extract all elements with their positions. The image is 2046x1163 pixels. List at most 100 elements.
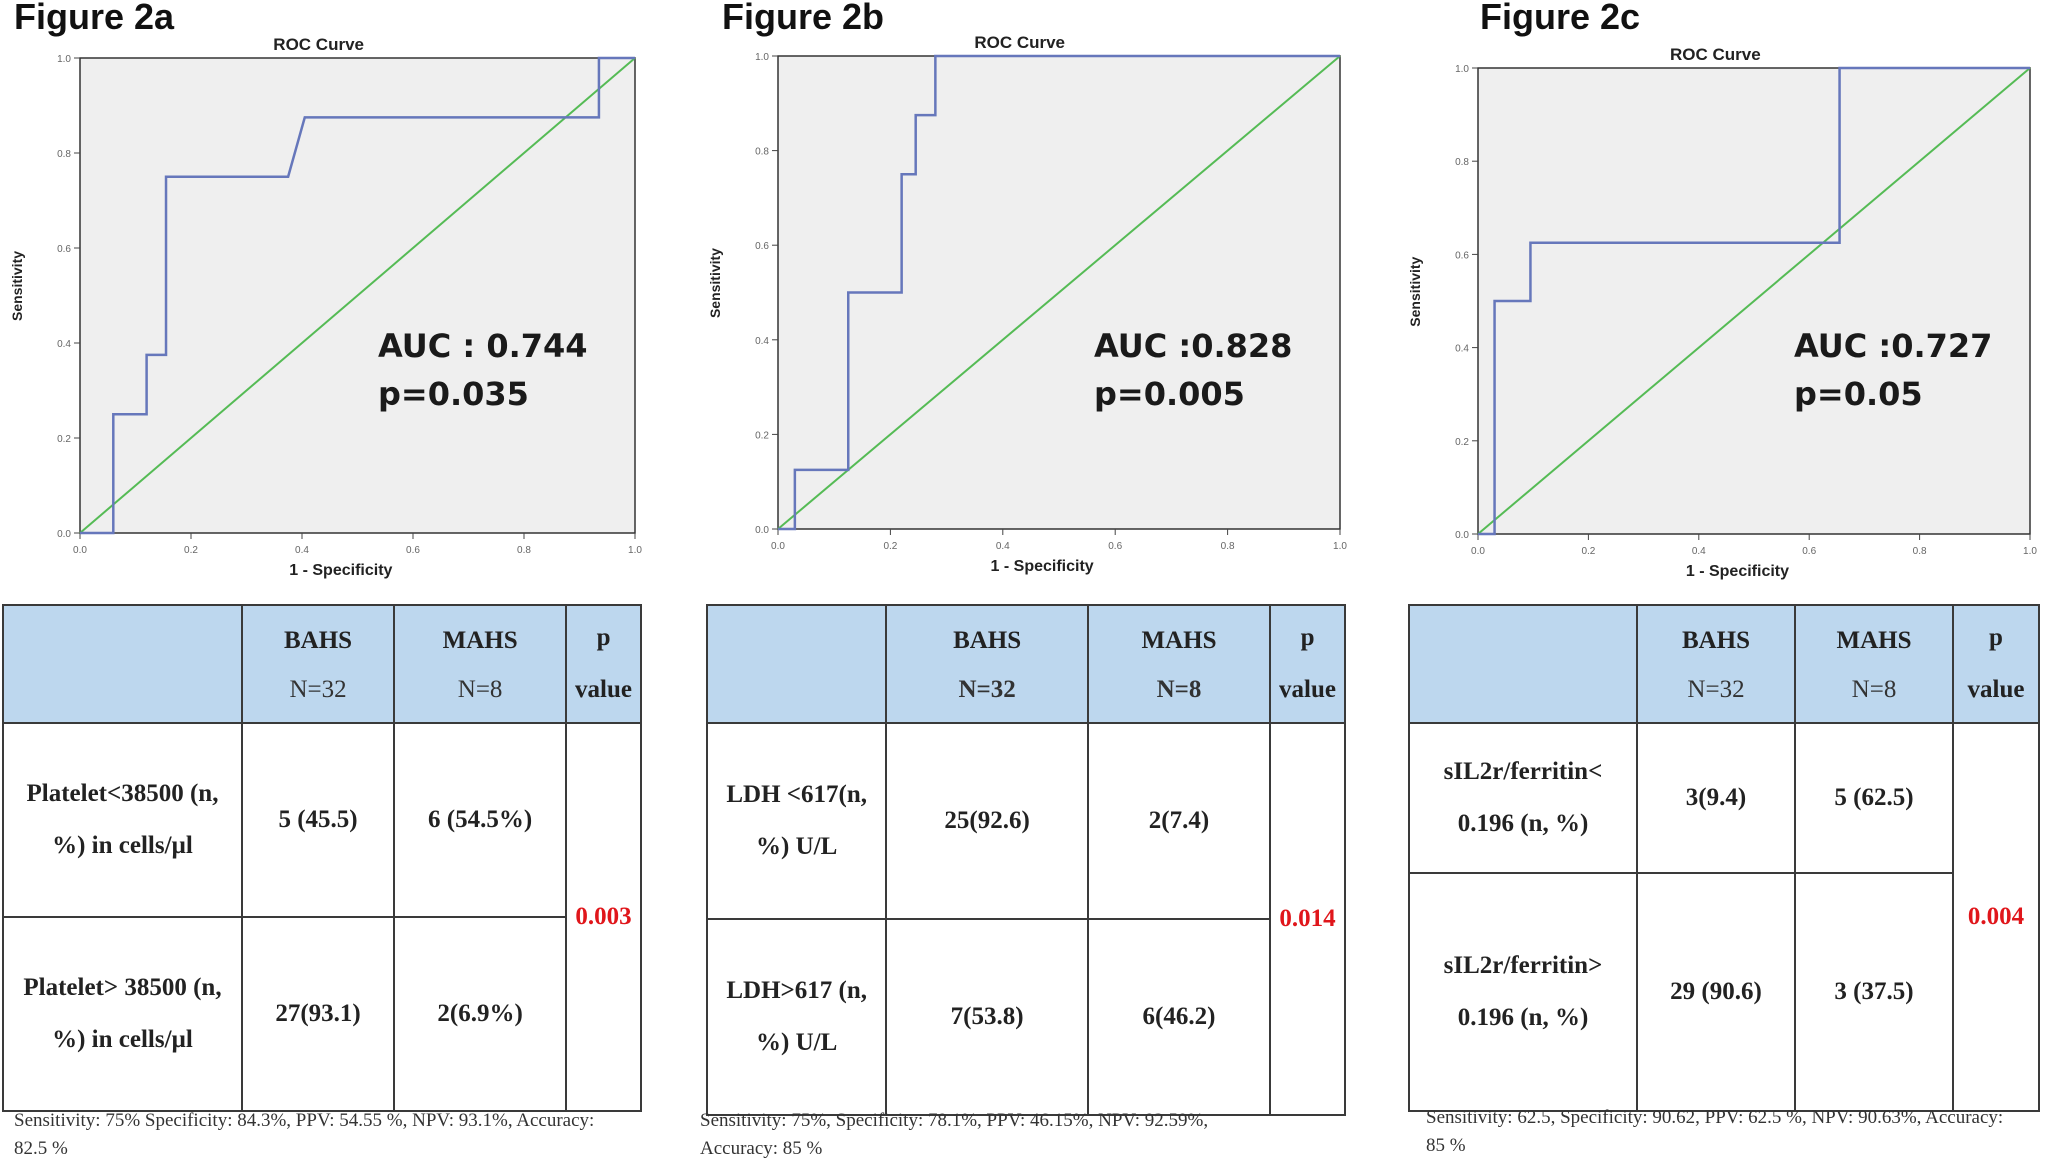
- cell-mahs: 2(6.9%): [393, 916, 568, 1112]
- cell-p-value: 0.014: [1269, 722, 1346, 1116]
- header-bahs-n: N=32: [289, 676, 347, 703]
- header-mahs: MAHS N=8: [1086, 604, 1272, 724]
- chart-title: ROC Curve: [974, 33, 1065, 52]
- y-tick-label: 0.6: [57, 244, 71, 255]
- header-bahs: BAHS N=32: [885, 604, 1089, 724]
- table-row: sIL2r/ferritin> 0.196 (n, %) 29 (90.6) 3…: [1408, 872, 2039, 1112]
- stats-table: BAHS N=32 MAHS N=8 p value sIL2r/ferritin<…: [1408, 604, 2040, 1112]
- x-tick-label: 0.0: [73, 545, 87, 556]
- x-tick-label: 0.0: [1471, 546, 1485, 557]
- roc-curve-line: [1478, 66, 2030, 536]
- auc-p-value: p=0.005: [1094, 375, 1245, 413]
- header-bahs: BAHS N=32: [1636, 604, 1796, 724]
- table-row: Platelet<38500 (n, %) in cells/µl 5 (45.…: [2, 722, 642, 1112]
- roc-curve-line: [778, 54, 1340, 531]
- auc-annotation: AUC :0.828 p=0.005: [1094, 322, 1292, 418]
- cell-mahs: 3 (37.5): [1794, 872, 1954, 1112]
- cell-bahs: 5 (45.5): [240, 722, 396, 918]
- cell-bahs: 27(93.1): [240, 916, 396, 1112]
- y-tick-label: 0.2: [1455, 437, 1469, 448]
- auc-annotation: AUC :0.727 p=0.05: [1794, 322, 1992, 418]
- header-mahs-n: N=8: [1851, 676, 1897, 703]
- cell-p-value: 0.003: [565, 722, 642, 1112]
- header-bahs-n: N=32: [1687, 676, 1745, 703]
- table-row: sIL2r/ferritin< 0.196 (n, %) 3(9.4) 5 (6…: [1408, 722, 2040, 1112]
- x-tick-label: 0.0: [771, 541, 785, 552]
- table-row: Platelet> 38500 (n, %) in cells/µl 27(93…: [2, 916, 641, 1112]
- header-bahs-n: N=32: [958, 676, 1016, 703]
- row-label: Platelet<38500 (n, %) in cells/µl: [2, 722, 243, 918]
- header-p-value: p value: [1269, 604, 1346, 724]
- cell-bahs: 3(9.4): [1636, 722, 1796, 874]
- header-bahs: BAHS N=32: [240, 604, 396, 724]
- row-label: sIL2r/ferritin< 0.196 (n, %): [1408, 722, 1638, 874]
- row-label: LDH>617 (n, %) U/L: [705, 918, 888, 1116]
- row-label: sIL2r/ferritin> 0.196 (n, %): [1408, 872, 1638, 1112]
- header-blank: [1408, 604, 1638, 724]
- chart-title: ROC Curve: [1670, 45, 1761, 64]
- metrics-footer: Sensitivity: 62.5, Specificity: 90.62, P…: [1426, 1107, 2004, 1156]
- reference-diagonal-line: [777, 55, 1341, 530]
- row-label: LDH <617(n, %) U/L: [705, 722, 888, 920]
- y-tick-label: 1.0: [1455, 64, 1469, 75]
- header-mahs: MAHS N=8: [393, 604, 568, 724]
- table-header-row: BAHS N=32 MAHS N=8 p value: [2, 604, 642, 724]
- table-header-row: BAHS N=32 MAHS N=8 p value: [1408, 604, 2040, 724]
- chart-title: ROC Curve: [273, 35, 364, 54]
- x-tick-label: 1.0: [2023, 546, 2037, 557]
- x-tick-label: 0.4: [1692, 546, 1706, 557]
- y-axis-label: Sensitivity: [1407, 256, 1423, 326]
- header-blank: [2, 604, 243, 724]
- y-tick-label: 0.2: [755, 430, 769, 441]
- cell-bahs: 7(53.8): [885, 918, 1089, 1116]
- table-row: LDH <617(n, %) U/L 25(92.6) 2(7.4) 0.014: [705, 722, 1346, 1116]
- x-tick-label: 0.4: [295, 545, 309, 556]
- metrics-footer: Sensitivity: 75%, Specificity: 78.1%, PP…: [700, 1110, 1209, 1159]
- y-tick-label: 1.0: [755, 52, 769, 63]
- x-tick-label: 0.8: [1913, 546, 1927, 557]
- roc-chart: ROC Curve 0.0 0.2 0.4 0.6 0.8 1.0 0.0 0.2 0.4 0.6 0…: [707, 33, 1347, 575]
- header-mahs: MAHS N=8: [1794, 604, 1954, 724]
- reference-diagonal-line: [79, 57, 636, 534]
- reference-diagonal-line: [1477, 67, 2031, 535]
- x-tick-label: 0.2: [184, 545, 198, 556]
- x-tick-label: 1.0: [628, 545, 642, 556]
- y-axis-label: Sensitivity: [707, 248, 723, 318]
- x-tick-label: 0.6: [406, 545, 420, 556]
- cell-mahs: 5 (62.5): [1794, 722, 1954, 874]
- figure-label: Figure 2a: [14, 0, 175, 37]
- header-p-value: p value: [1952, 604, 2040, 724]
- y-tick-label: 0.6: [1455, 250, 1469, 261]
- row-label: Platelet> 38500 (n, %) in cells/µl: [2, 916, 243, 1112]
- y-tick-label: 0.0: [57, 529, 71, 540]
- y-tick-label: 0.8: [755, 147, 769, 158]
- cell-p-value: 0.004: [1952, 722, 2040, 1112]
- roc-curve-line: [80, 56, 635, 535]
- figure-2c-panel: Figure 2c ROC Curve 0.0 0.2 0.4 0.6 0.8 1.0 0.0…: [1396, 0, 2046, 1161]
- cell-bahs: 29 (90.6): [1636, 872, 1796, 1112]
- header-blank: [705, 604, 888, 724]
- header-p-value: p value: [565, 604, 642, 724]
- stats-table: BAHS N=32 MAHS N=8 p value Platelet<38500 …: [2, 604, 642, 1112]
- x-tick-label: 0.2: [883, 541, 897, 552]
- x-tick-label: 0.8: [517, 545, 531, 556]
- y-tick-label: 0.0: [755, 525, 769, 536]
- x-tick-label: 0.6: [1108, 541, 1122, 552]
- header-mahs-n: N=8: [1156, 676, 1202, 703]
- auc-annotation: AUC : 0.744 p=0.035: [378, 322, 588, 418]
- cell-mahs: 6 (54.5%): [393, 722, 568, 918]
- cell-mahs: 6(46.2): [1086, 918, 1272, 1116]
- table-header-row: BAHS N=32 MAHS N=8 p value: [705, 604, 1346, 724]
- x-tick-label: 0.2: [1581, 546, 1595, 557]
- header-mahs-n: N=8: [457, 676, 503, 703]
- y-tick-label: 0.0: [1455, 530, 1469, 541]
- figure-label: Figure 2c: [1480, 0, 1641, 37]
- auc-p-value: p=0.05: [1794, 375, 1923, 413]
- x-tick-label: 1.0: [1333, 541, 1347, 552]
- y-tick-label: 0.4: [57, 339, 71, 350]
- auc-p-value: p=0.035: [378, 375, 529, 413]
- figure-2b-panel: Figure 2b ROC Curve 0.0 0.2 0.4 0.6 0.8 1.0 0.0…: [700, 0, 1382, 1161]
- y-tick-label: 0.4: [1455, 344, 1469, 355]
- y-tick-label: 0.4: [755, 336, 769, 347]
- auc-value: AUC :0.727: [1794, 327, 1993, 365]
